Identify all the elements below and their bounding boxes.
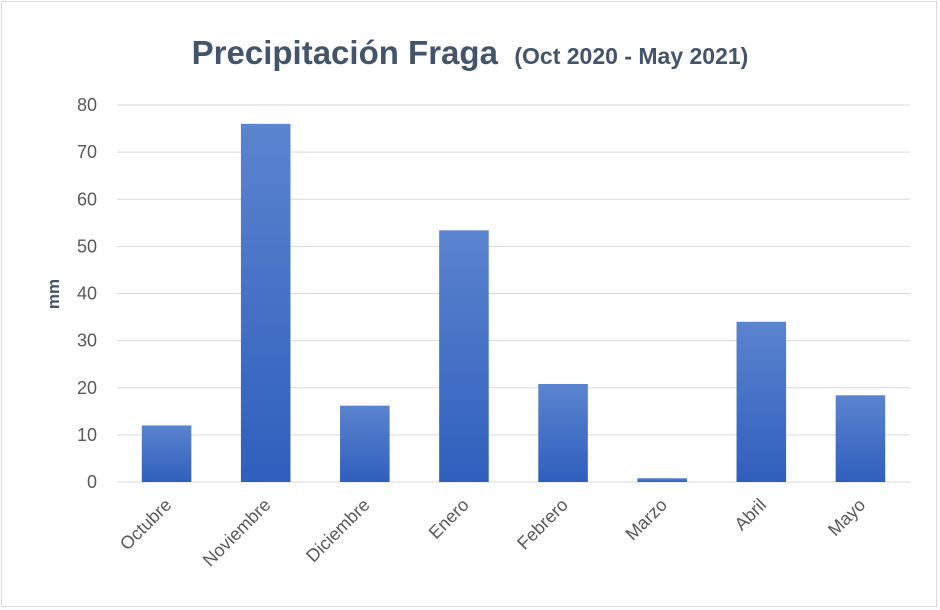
x-tick-label: Diciembre [302,495,373,566]
x-tick-label: Enero [425,495,473,543]
y-tick-label: 50 [77,236,97,256]
bar-abril [736,321,787,482]
x-tick-label: Octubre [116,495,175,554]
chart-title: Precipitación Fraga (Oct 2020 - May 2021… [192,34,749,71]
y-tick-label: 30 [77,331,97,351]
y-tick-label: 60 [77,189,97,209]
x-tick-label: Noviembre [199,495,275,571]
bars [141,123,886,482]
x-tick-label: Febrero [513,495,572,554]
y-axis-label: mm [44,279,63,309]
x-tick-label: Abril [731,495,771,535]
chart-title-main: Precipitación Fraga [192,34,499,71]
y-tick-label: 40 [77,284,97,304]
y-tick-label: 70 [77,142,97,162]
x-tick-label: Mayo [824,495,869,540]
bar-febrero [538,383,588,482]
bar-noviembre [240,123,291,482]
bar-mayo [835,395,886,482]
y-axis-ticks: 0 10 20 30 40 50 60 70 80 [77,95,97,492]
gridlines [117,104,910,483]
y-tick-label: 20 [77,378,97,398]
y-tick-label: 10 [77,425,97,445]
bar-octubre [141,425,192,482]
y-tick-label: 0 [87,472,97,492]
chart-subtitle: (Oct 2020 - May 2021) [514,43,748,69]
x-tick-label: Marzo [622,495,672,545]
y-tick-label: 80 [77,95,97,115]
x-axis-ticks: Octubre Noviembre Diciembre Enero Febrero Mar… [116,495,869,571]
bar-marzo [637,478,687,482]
bar-enero [439,230,489,482]
bar-diciembre [340,405,390,482]
